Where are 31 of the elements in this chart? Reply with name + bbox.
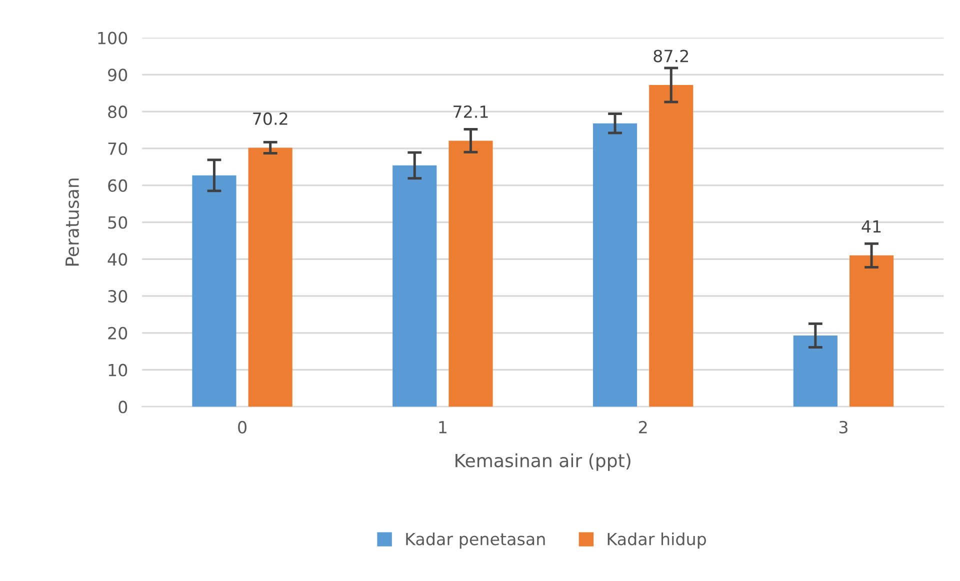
y-tick-label: 90: [108, 68, 128, 82]
bar: [392, 165, 437, 407]
y-tick-label: 0: [118, 400, 128, 414]
data-label: 87.2: [654, 50, 688, 62]
y-tick-label: 100: [98, 32, 128, 44]
data-label: 70.2: [253, 112, 288, 126]
y-tick-label: 60: [108, 179, 128, 192]
y-tick-label: 50: [108, 216, 128, 229]
x-tick-label: 2: [639, 420, 647, 434]
bar: [448, 140, 493, 407]
x-tick-label: 3: [839, 420, 848, 434]
y-tick-label: 30: [108, 290, 128, 303]
x-axis-title: Kemasinan air (ppt): [456, 453, 630, 471]
bar: [592, 123, 638, 407]
y-tick-label: 80: [108, 106, 128, 118]
y-tick-label: 70: [108, 142, 128, 156]
bar: [649, 84, 694, 407]
y-tick-label: 40: [108, 253, 128, 266]
y-axis-title: Peratusan: [66, 178, 79, 266]
bar: [248, 148, 292, 407]
legend-label: Kadar hidup: [608, 532, 706, 549]
y-tick-label: 20: [108, 326, 128, 340]
x-tick-label: 0: [238, 420, 246, 434]
y-tick-label: 10: [108, 364, 128, 376]
x-tick-label: 1: [439, 421, 446, 434]
bar: [192, 175, 236, 407]
data-label: 72.1: [454, 105, 488, 118]
bar: [849, 255, 894, 407]
bar: [793, 335, 838, 407]
legend-label: Kadar penetasan: [406, 532, 545, 549]
data-label: 41: [862, 220, 881, 233]
